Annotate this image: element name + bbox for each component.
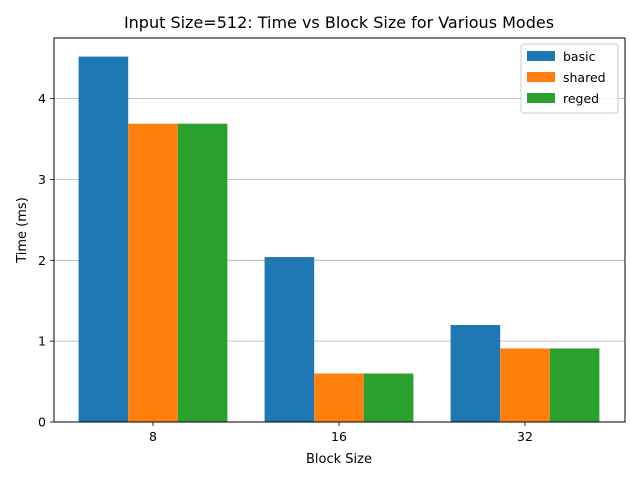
bar-reged-16	[363, 373, 414, 422]
legend-swatch-shared	[527, 72, 555, 82]
y-axis: 0 1 2 3 4	[38, 91, 54, 430]
y-tick-label: 2	[38, 253, 46, 268]
x-tick-label: 8	[149, 429, 157, 444]
legend-swatch-basic	[527, 51, 555, 61]
x-axis-label: Block Size	[306, 452, 372, 467]
x-tick-label: 16	[331, 429, 347, 444]
y-axis-label: Time (ms)	[15, 197, 30, 264]
legend-swatch-reged	[527, 93, 555, 103]
bar-shared-32	[500, 348, 550, 422]
bar-reged-8	[177, 123, 228, 423]
bar-basic-16	[264, 257, 315, 422]
legend-label-reged: reged	[563, 91, 599, 106]
legend-label-basic: basic	[563, 49, 596, 64]
y-tick-label: 1	[38, 334, 46, 349]
y-tick-label: 0	[38, 415, 46, 430]
legend: basic shared reged	[520, 43, 619, 114]
y-tick-label: 3	[38, 172, 46, 187]
bar-basic-8	[78, 56, 129, 422]
x-axis: 8 16 32	[149, 422, 533, 444]
bars	[78, 56, 600, 423]
plot-frame	[53, 37, 626, 423]
bar-shared-8	[128, 123, 178, 423]
x-tick-label: 32	[517, 429, 533, 444]
chart-title: Input Size=512: Time vs Block Size for V…	[124, 13, 554, 32]
y-tick-label: 4	[38, 91, 46, 106]
legend-label-shared: shared	[563, 70, 606, 85]
bar-shared-16	[314, 373, 364, 422]
bar-reged-32	[549, 348, 600, 422]
bar-basic-32	[450, 324, 501, 422]
